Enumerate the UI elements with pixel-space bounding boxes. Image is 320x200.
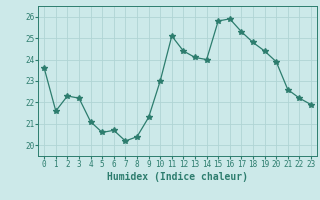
X-axis label: Humidex (Indice chaleur): Humidex (Indice chaleur) xyxy=(107,172,248,182)
